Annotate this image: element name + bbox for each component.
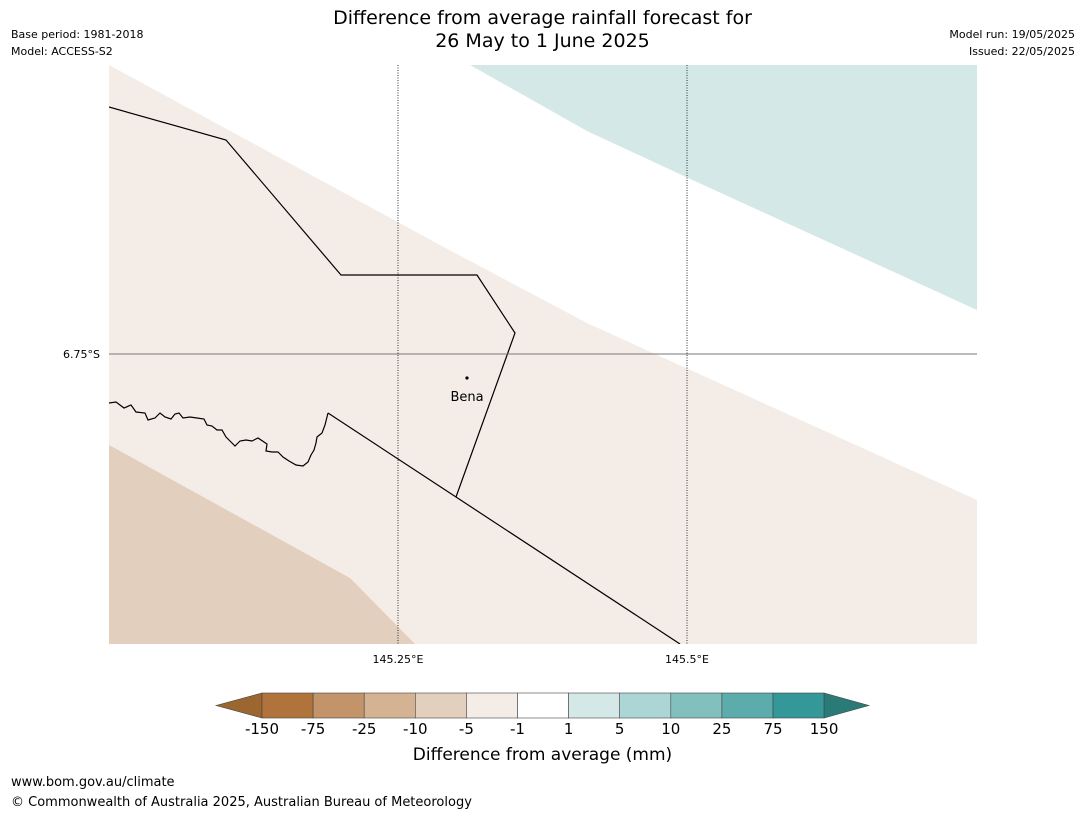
meta-left: Base period: 1981-2018 Model: ACCESS-S2	[11, 26, 143, 60]
colorbar-label: Difference from average (mm)	[412, 745, 673, 765]
colorbar-extend-high	[823, 692, 871, 719]
issued-date: Issued: 22/05/2025	[968, 45, 1075, 58]
colorbar-tick: -75	[300, 720, 326, 738]
province-border	[109, 106, 516, 498]
region-wetter	[470, 65, 977, 310]
latitude-label: 6.75°S	[63, 348, 100, 361]
chart-title: Difference from average rainfall forecas…	[0, 7, 1085, 53]
coastline	[109, 401, 329, 467]
colorbar-tick: 10	[661, 720, 681, 738]
colorbar-segment	[466, 692, 518, 719]
colorbar-tick: 150	[809, 720, 839, 738]
town-label: Bena	[450, 390, 483, 405]
model-name: Model: ACCESS-S2	[11, 45, 113, 58]
colorbar-segment	[414, 692, 467, 719]
colorbar-segment	[517, 692, 569, 719]
colorbar-tick: -25	[351, 720, 377, 738]
colorbar-segment	[772, 692, 825, 719]
province-border-south	[327, 412, 681, 644]
colorbar-segment	[568, 692, 620, 719]
colorbar-tick: 25	[712, 720, 732, 738]
model-run: Model run: 19/05/2025	[949, 28, 1075, 41]
title-line-2: 26 May to 1 June 2025	[435, 30, 650, 52]
colorbar-segment	[670, 692, 723, 719]
colorbar-segment	[721, 692, 774, 719]
colorbar-tick: -150	[244, 720, 280, 738]
town-marker	[465, 376, 469, 380]
colorbar-segment	[619, 692, 672, 719]
colorbar-tick: 75	[763, 720, 783, 738]
colorbar-tick: 5	[614, 720, 625, 738]
region-drier	[109, 445, 415, 644]
longitude-label-1: 145.25°E	[373, 653, 424, 666]
meta-right: Model run: 19/05/2025 Issued: 22/05/2025	[949, 26, 1075, 60]
colorbar-segment	[312, 692, 365, 719]
colorbar-tick: -10	[403, 720, 428, 738]
longitude-label-2: 145.5°E	[665, 653, 709, 666]
footer-copyright: © Commonwealth of Australia 2025, Austra…	[11, 795, 472, 810]
colorbar-extend-low	[214, 692, 263, 719]
footer-url: www.bom.gov.au/climate	[11, 775, 175, 790]
title-line-1: Difference from average rainfall forecas…	[333, 7, 752, 29]
colorbar-segment	[261, 692, 314, 719]
map-area: Bena 6.75°S 145.25°E 145.5°E	[63, 65, 977, 666]
colorbar-tick: -5	[458, 720, 474, 738]
colorbar-tick: -1	[510, 720, 525, 738]
base-period: Base period: 1981-2018	[11, 28, 144, 41]
colorbar-segment	[363, 692, 416, 719]
colorbar-tick: 1	[563, 720, 574, 738]
